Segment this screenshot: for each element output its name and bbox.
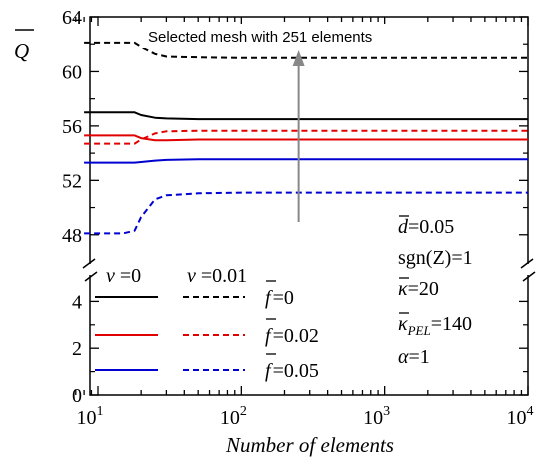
- axis-break-marks: [82, 258, 536, 282]
- legend-header: ν =0.01: [187, 265, 247, 287]
- axis-break-mark: [84, 271, 98, 282]
- y-tick-label: 48: [62, 225, 82, 247]
- x-tick-label: 103: [363, 404, 390, 429]
- y-tick-label: 2: [72, 338, 82, 360]
- param-value: =140: [431, 313, 472, 335]
- selected-mesh-arrow: Selected mesh with 251 elements: [142, 24, 454, 222]
- param-value: =1: [451, 247, 472, 269]
- param-label: α=1: [398, 346, 430, 368]
- legend-f-symbol: f: [265, 325, 273, 347]
- param-symbol: κ: [398, 278, 408, 300]
- legend-header-symbol: ν: [106, 265, 115, 287]
- x-tick-base: 10: [507, 407, 527, 429]
- selected-mesh-annotation: Selected mesh with 251 elements: [148, 29, 372, 46]
- y-tick-label: 0: [72, 385, 82, 407]
- series-line-3: [84, 134, 528, 142]
- x-tick-label: 104: [507, 404, 534, 429]
- series-line-1: [84, 111, 528, 121]
- param-subscript: PEL: [407, 323, 431, 338]
- y-tick-label: 4: [72, 291, 82, 313]
- param-value: =0.05: [408, 216, 454, 238]
- param-value: =20: [408, 278, 439, 300]
- axis-break-mark: [522, 271, 536, 282]
- legend-entry-value: =0: [273, 287, 294, 309]
- axis-labels: Number of elements Q: [14, 29, 394, 457]
- series-line-6: [84, 191, 528, 235]
- annotation-background: [142, 24, 454, 48]
- param-label: d=0.05: [398, 216, 454, 238]
- x-axis-label: Number of elements: [225, 433, 394, 457]
- legend-entry-label: f =0.02: [265, 325, 319, 347]
- axis-break-gap: [85, 264, 95, 275]
- arrow-head: [292, 50, 305, 66]
- y-tick-label: 64: [62, 7, 82, 29]
- y-tick-label: 52: [62, 170, 82, 192]
- x-tick-exp: 4: [527, 404, 534, 419]
- param-symbol: sgn(Z): [398, 247, 451, 269]
- param-label: κ=20: [398, 278, 439, 300]
- x-tick-base: 10: [77, 407, 97, 429]
- param-symbol: κ: [398, 313, 408, 335]
- param-value: =1: [409, 346, 430, 368]
- axis-break-mark: [520, 258, 534, 269]
- axis-break-gap: [523, 264, 533, 275]
- series-line-2: [84, 41, 528, 59]
- legend-entry-value: =0.05: [273, 360, 319, 382]
- x-tick-exp: 1: [97, 404, 104, 419]
- y-axis-label: Q: [14, 39, 29, 63]
- x-tick-base: 10: [220, 407, 240, 429]
- legend-entry-label: f =0: [265, 287, 294, 309]
- param-symbol: α: [398, 346, 409, 368]
- y-tick-label: 60: [62, 61, 82, 83]
- x-tick-label: 101: [77, 404, 104, 429]
- series-line-4: [84, 129, 528, 145]
- x-tick-label: 102: [220, 404, 247, 429]
- legend-entry-label: f =0.05: [265, 360, 319, 382]
- data-series: [84, 41, 528, 235]
- x-tick-exp: 3: [383, 404, 390, 419]
- param-label: sgn(Z)=1: [398, 247, 473, 269]
- legend-f-symbol: f: [265, 287, 273, 309]
- x-tick-base: 10: [363, 407, 383, 429]
- legend-header: ν =0: [106, 265, 141, 287]
- param-label: κPEL=140: [398, 313, 472, 338]
- legend-entry-value: =0.02: [273, 325, 319, 347]
- axis-break-mark: [82, 258, 96, 269]
- legend-header-value: =0: [115, 265, 141, 287]
- legend-f-symbol: f: [265, 360, 273, 382]
- legend-header-symbol: ν: [187, 265, 196, 287]
- series-line-5: [84, 158, 528, 164]
- y-tick-label: 56: [62, 116, 82, 138]
- legend-header-value: =0.01: [196, 265, 247, 287]
- param-symbol: d: [398, 216, 409, 238]
- x-tick-exp: 2: [240, 404, 247, 419]
- legend: ν =0 ν =0.01f =0f =0.02f =0.05: [95, 265, 319, 382]
- plot-frame: [89, 16, 529, 396]
